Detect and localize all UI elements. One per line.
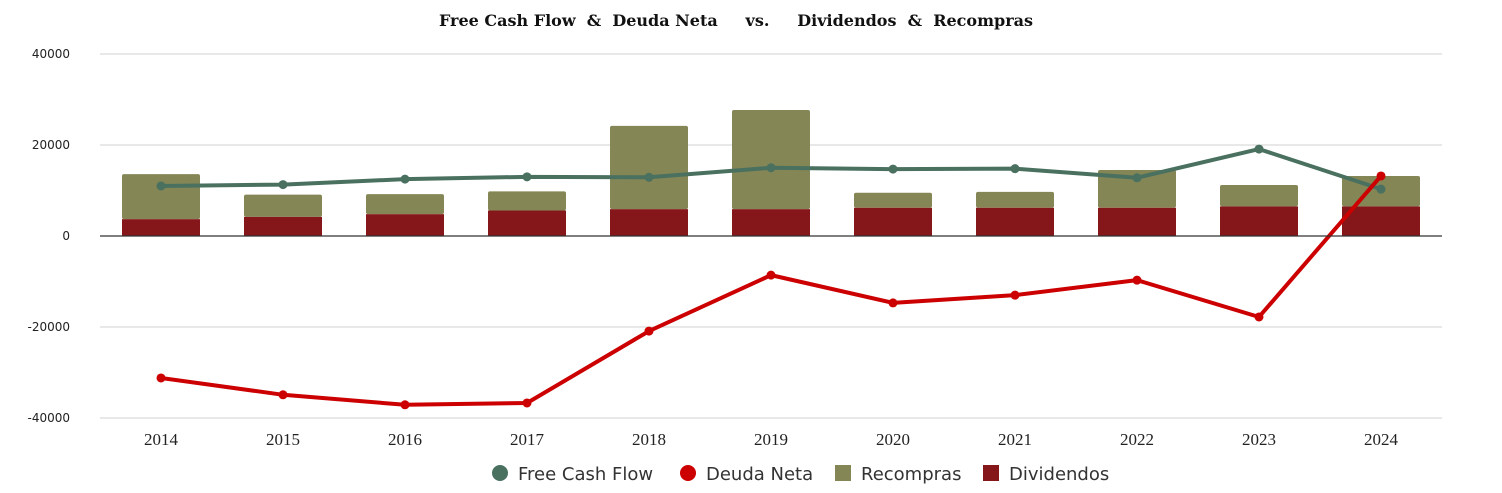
point-deuda-neta xyxy=(278,390,288,400)
bar-dividendos xyxy=(854,207,932,236)
x-tick-label: 2022 xyxy=(1120,430,1154,449)
bar-recompras xyxy=(732,109,810,210)
bar-dividendos xyxy=(244,216,322,236)
legend-marker-free-cash-flow xyxy=(492,465,508,481)
point-free-cash-flow xyxy=(1010,164,1020,174)
bar-recompras xyxy=(854,192,932,208)
bar-recompras xyxy=(976,191,1054,208)
point-free-cash-flow xyxy=(766,163,776,173)
point-free-cash-flow xyxy=(522,172,532,182)
point-free-cash-flow xyxy=(1132,173,1142,183)
legend-label-dividendos: Dividendos xyxy=(1009,464,1109,485)
y-tick-label: -40000 xyxy=(27,411,70,425)
point-deuda-neta xyxy=(156,373,166,383)
point-deuda-neta xyxy=(1010,290,1020,300)
bar-dividendos xyxy=(732,209,810,236)
point-free-cash-flow xyxy=(1376,184,1386,194)
bar-dividendos xyxy=(1098,207,1176,236)
bar-dividendos xyxy=(1342,206,1420,236)
point-free-cash-flow xyxy=(644,172,654,182)
point-free-cash-flow xyxy=(156,181,166,191)
legend-marker-deuda-neta xyxy=(680,465,696,481)
point-deuda-neta xyxy=(1132,275,1142,285)
legend-marker-dividendos xyxy=(983,465,999,481)
bar-dividendos xyxy=(488,210,566,236)
y-tick-label: 0 xyxy=(62,229,70,243)
x-tick-label: 2018 xyxy=(632,430,666,449)
bar-dividendos xyxy=(122,219,200,236)
bar-dividendos xyxy=(976,207,1054,236)
legend-label-free-cash-flow: Free Cash Flow xyxy=(518,464,653,485)
x-tick-label: 2020 xyxy=(876,430,910,449)
bar-dividendos xyxy=(1220,206,1298,236)
chart-title: Free Cash Flow & Deuda Neta vs. Dividend… xyxy=(439,11,1033,30)
y-tick-label: -20000 xyxy=(27,320,70,334)
x-tick-label: 2023 xyxy=(1242,430,1276,449)
x-tick-label: 2017 xyxy=(510,430,545,449)
point-deuda-neta xyxy=(1376,171,1386,181)
y-tick-label: 20000 xyxy=(32,138,70,152)
point-free-cash-flow xyxy=(888,164,898,174)
x-tick-label: 2024 xyxy=(1364,430,1399,449)
y-tick-label: 40000 xyxy=(32,47,70,61)
bar-recompras xyxy=(244,194,322,217)
x-tick-label: 2016 xyxy=(388,430,422,449)
bar-recompras xyxy=(366,194,444,215)
bar-recompras xyxy=(1098,170,1176,208)
point-deuda-neta xyxy=(400,400,410,410)
point-free-cash-flow xyxy=(278,180,288,190)
point-deuda-neta xyxy=(888,298,898,308)
point-deuda-neta xyxy=(1254,312,1264,322)
point-free-cash-flow xyxy=(1254,144,1264,154)
x-tick-label: 2015 xyxy=(266,430,300,449)
bar-recompras xyxy=(1220,185,1298,207)
point-deuda-neta xyxy=(522,398,532,408)
x-tick-label: 2021 xyxy=(998,430,1032,449)
bar-dividendos xyxy=(366,214,444,236)
legend-label-recompras: Recompras xyxy=(861,464,961,485)
point-deuda-neta xyxy=(644,326,654,336)
bar-dividendos xyxy=(610,209,688,236)
legend-label-deuda-neta: Deuda Neta xyxy=(706,464,813,485)
point-free-cash-flow xyxy=(400,174,410,184)
x-tick-label: 2014 xyxy=(144,430,179,449)
bar-recompras xyxy=(122,174,200,220)
point-deuda-neta xyxy=(766,270,776,280)
bar-recompras xyxy=(610,125,688,210)
x-tick-label: 2019 xyxy=(754,430,788,449)
bar-recompras xyxy=(488,191,566,211)
legend-marker-recompras xyxy=(835,465,851,481)
